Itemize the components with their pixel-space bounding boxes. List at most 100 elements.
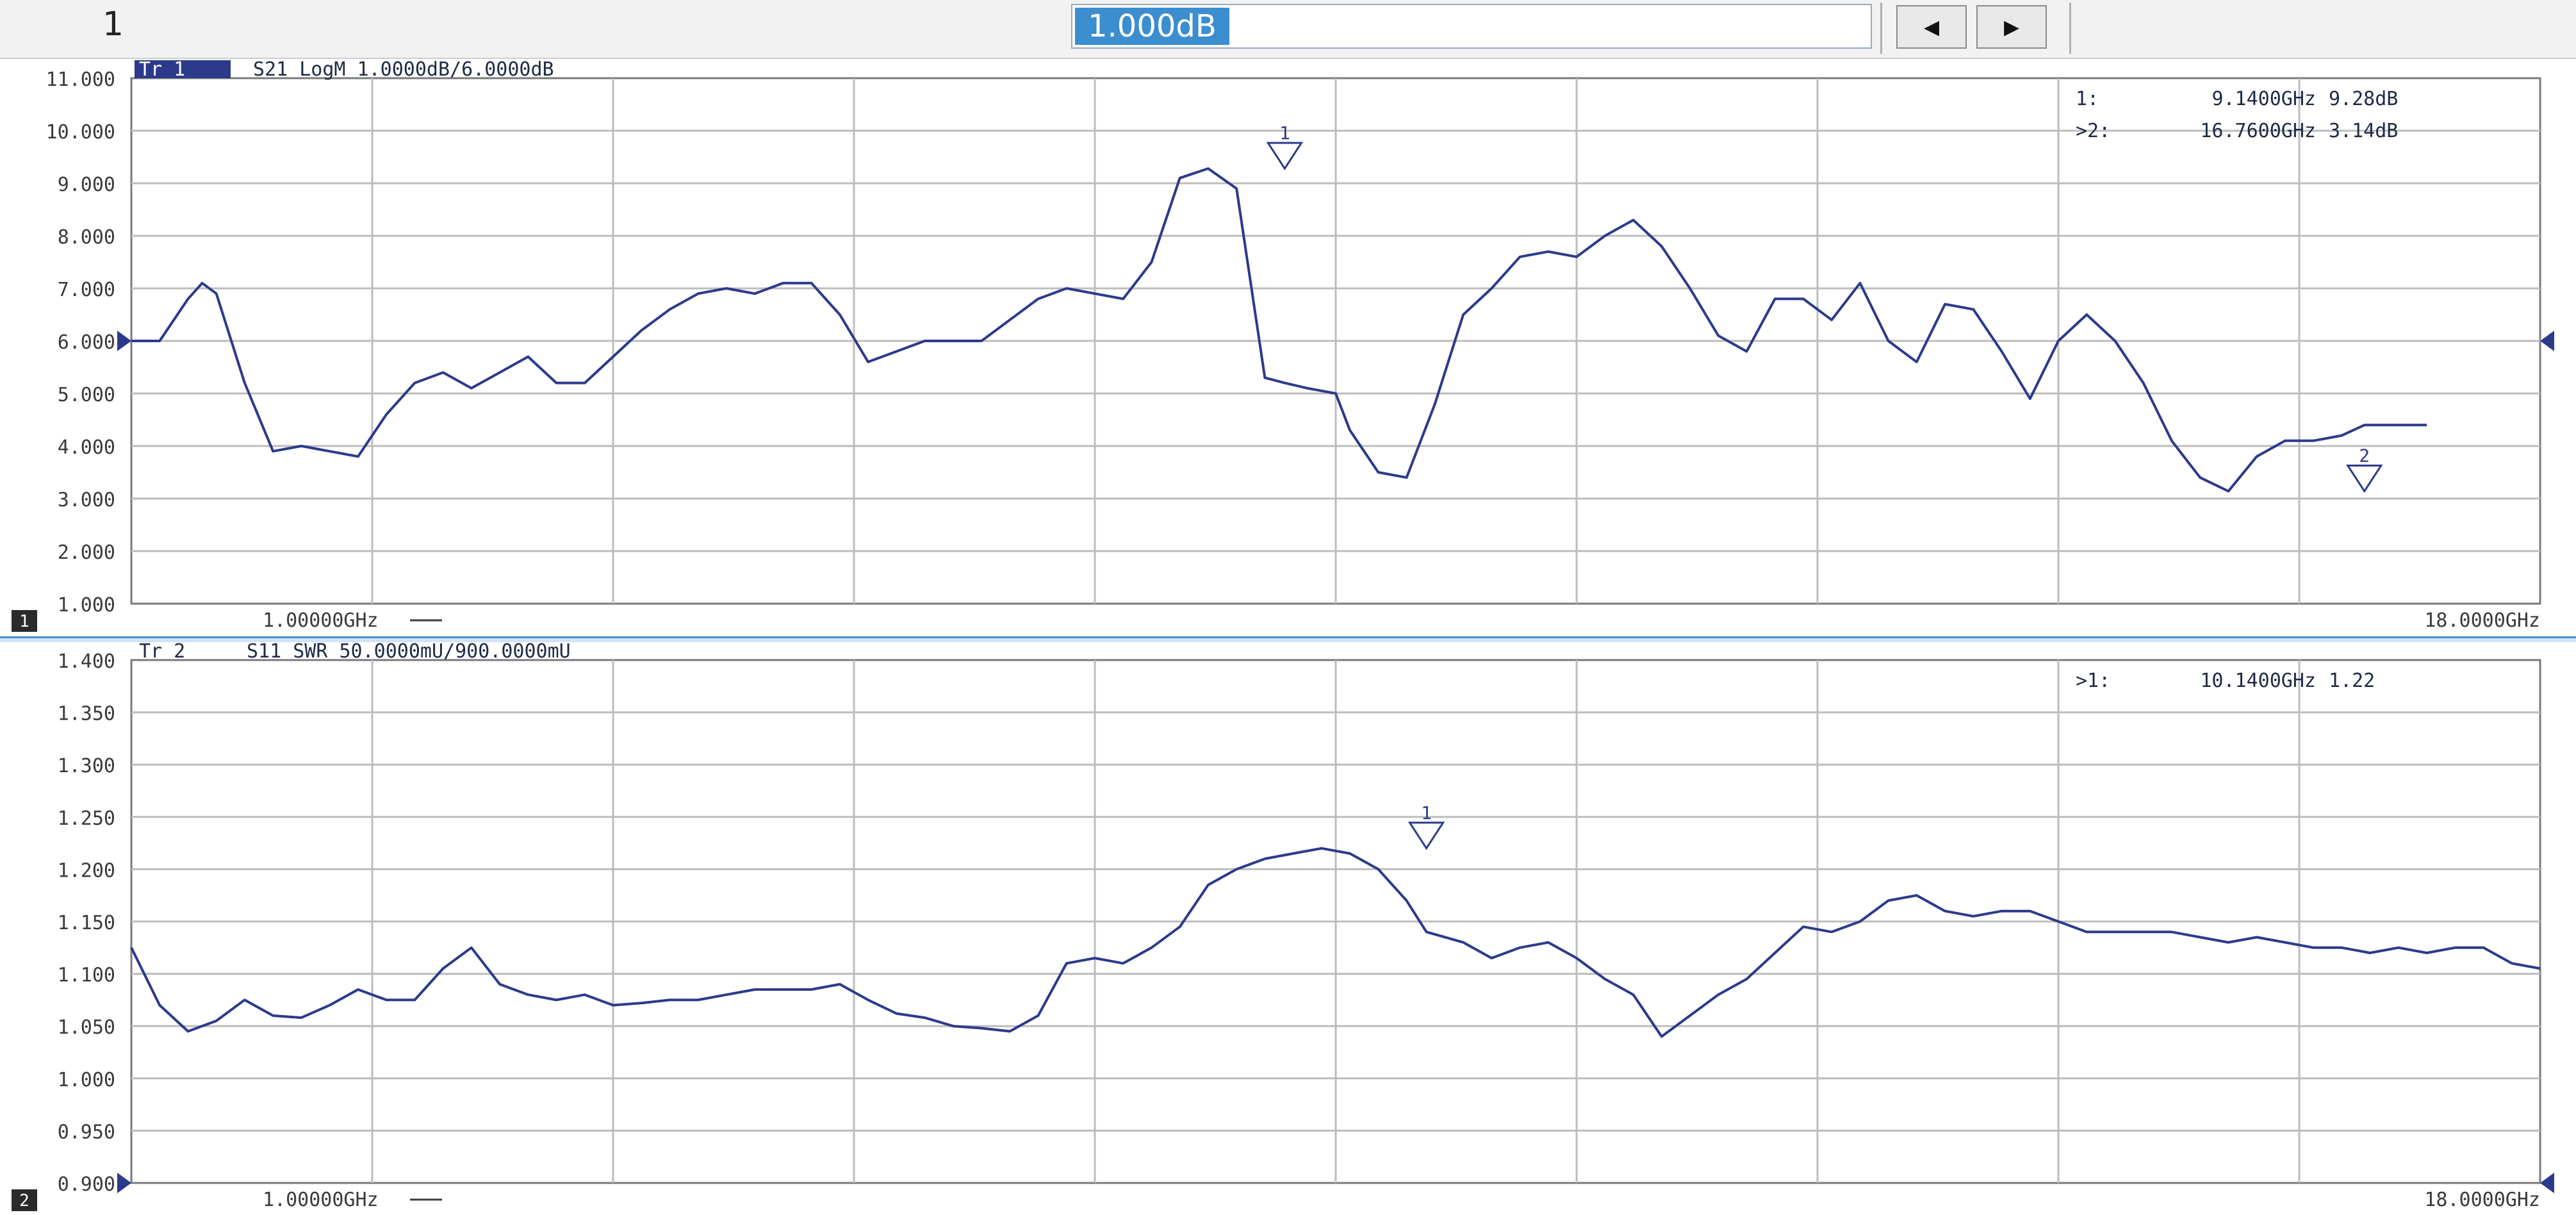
y-tick-label: 1.000 — [58, 1069, 115, 1091]
data-point — [951, 339, 955, 343]
toolbar-divider — [1880, 3, 1882, 54]
x-stop-label: 18.0000GHz — [2424, 1189, 2540, 1211]
data-point — [1263, 376, 1267, 379]
data-point — [1801, 925, 1805, 929]
data-point — [696, 998, 700, 1002]
data-point — [1263, 857, 1267, 861]
marker-number: 2 — [2359, 445, 2370, 467]
data-point — [129, 946, 133, 950]
s21-logmag-chart[interactable]: 11.000 10.000 9.000 8.000 7.000 6.000 5.000 4.0… — [0, 59, 2576, 636]
arrow-left-icon: ◀ — [1923, 12, 1940, 42]
data-point — [498, 982, 502, 986]
data-point — [2028, 909, 2032, 913]
y-tick-label: 1.250 — [58, 807, 115, 830]
data-point — [2000, 909, 2004, 913]
data-point — [639, 329, 643, 333]
data-point — [2510, 59, 2514, 61]
y-tick-label: 1.200 — [58, 859, 115, 882]
y-tick-label: 0.950 — [58, 1121, 115, 1143]
data-point — [2538, 59, 2542, 61]
y-tick-label: 7.000 — [58, 279, 115, 301]
data-point — [441, 966, 445, 970]
chart-svg-1: 11.00010.0009.0008.0007.0006.0005.0004.0… — [12, 59, 2554, 632]
data-point — [1603, 977, 1607, 981]
data-point — [1943, 909, 1947, 913]
data-point — [2056, 920, 2060, 923]
data-point — [1065, 286, 1069, 290]
channel-number: 1 — [103, 5, 124, 44]
data-point — [753, 292, 757, 295]
data-point — [2198, 935, 2202, 939]
data-point — [2255, 935, 2259, 939]
data-point — [1405, 898, 1409, 902]
panel-separator — [0, 636, 2576, 642]
data-point — [384, 998, 388, 1002]
data-point — [470, 386, 473, 390]
data-point — [2198, 475, 2202, 479]
trace-info[interactable]: S11 SWR 50.0000mU/900.0000mU — [247, 641, 571, 663]
data-point — [2085, 930, 2088, 934]
y-tick-label: 1.000 — [58, 594, 115, 616]
data-point — [2363, 423, 2367, 427]
increment-button[interactable]: ▶ — [1976, 5, 2047, 49]
data-point — [1518, 255, 1522, 259]
marker-triangle-icon[interactable] — [1266, 142, 1304, 170]
data-point — [951, 1024, 955, 1028]
y-tick-label: 4.000 — [58, 436, 115, 459]
data-point — [725, 993, 728, 996]
trace-info[interactable]: S21 LogM 1.0000dB/6.0000dB — [253, 59, 554, 81]
data-point — [1943, 302, 1947, 306]
data-point — [1206, 167, 1210, 170]
marker-triangle-icon[interactable] — [1407, 822, 1445, 850]
arrow-right-icon: ▶ — [2003, 12, 2020, 42]
data-point — [2397, 946, 2400, 950]
data-point — [2311, 439, 2315, 443]
trace-label[interactable]: Tr 2 — [139, 641, 185, 663]
y-tick-label: 2.000 — [58, 541, 115, 564]
marker-readout-value: 3.14dB — [2329, 120, 2398, 142]
marker-readout-value: 9.28dB — [2329, 88, 2398, 110]
reference-arrow-right-icon — [2540, 1173, 2554, 1193]
y-tick-label: 1.300 — [58, 755, 115, 777]
y-tick-label: 8.000 — [58, 226, 115, 249]
data-point — [1461, 941, 1465, 945]
marker-readout-index: >1: — [2076, 670, 2110, 692]
trace-label[interactable]: Tr 1 — [139, 59, 185, 81]
data-point — [498, 370, 502, 374]
data-point — [2142, 930, 2145, 934]
data-point — [1306, 386, 1309, 390]
data-point — [2085, 313, 2088, 317]
data-point — [1149, 946, 1153, 950]
marker-triangle-icon[interactable] — [2345, 465, 2383, 493]
data-point — [2510, 961, 2514, 965]
data-point — [1320, 847, 1324, 850]
data-point — [696, 292, 700, 295]
y-tick-label: 11.000 — [46, 69, 115, 91]
data-point — [1376, 470, 1380, 474]
data-point — [1716, 334, 1720, 338]
reference-arrow-right-icon — [2540, 331, 2554, 351]
data-point — [2226, 941, 2230, 945]
value-entry-field[interactable]: 1.000dB — [1071, 4, 1872, 49]
data-point — [923, 339, 927, 343]
data-point — [1830, 930, 1834, 934]
data-point — [1575, 255, 1579, 259]
data-point — [243, 381, 247, 385]
data-point — [668, 308, 671, 311]
data-point — [810, 281, 814, 285]
data-point — [470, 946, 473, 950]
data-point — [1773, 297, 1777, 301]
data-point — [1603, 234, 1607, 238]
s11-swr-chart[interactable]: 1.400 1.350 1.300 1.250 1.200 1.150 1.100 1.050… — [0, 641, 2576, 1215]
decrement-button[interactable]: ◀ — [1896, 5, 1967, 49]
data-point — [1149, 260, 1153, 264]
data-point — [2170, 439, 2174, 443]
data-point — [1575, 956, 1579, 960]
data-point — [838, 313, 842, 317]
y-tick-label: 1.100 — [58, 964, 115, 987]
data-point — [1716, 993, 1720, 996]
y-tick-label: 1.350 — [58, 703, 115, 725]
reference-arrow-left-icon — [117, 1173, 131, 1193]
data-point — [1121, 961, 1125, 965]
data-point — [668, 998, 671, 1002]
